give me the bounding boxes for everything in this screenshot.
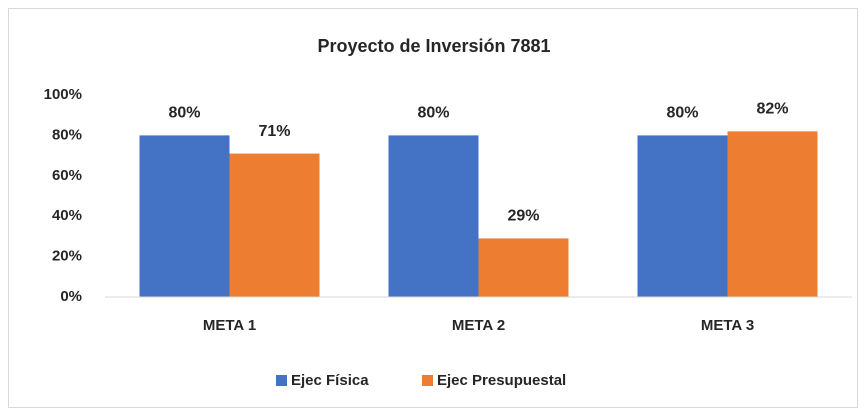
x-tick-label: META 2	[452, 317, 505, 334]
y-tick-label: 60%	[52, 167, 82, 184]
data-label: 80%	[417, 105, 449, 122]
y-tick-label: 100%	[44, 86, 82, 103]
data-label: 80%	[666, 105, 698, 122]
bar	[139, 135, 230, 297]
x-tick-label: META 1	[203, 317, 256, 334]
bar	[388, 135, 479, 297]
y-tick-label: 40%	[52, 207, 82, 224]
legend-swatch	[422, 375, 433, 386]
legend-swatch	[276, 375, 287, 386]
y-tick-label: 20%	[52, 248, 82, 265]
bar	[478, 238, 569, 297]
y-tick-label: 0%	[60, 288, 82, 305]
bar	[637, 135, 728, 297]
data-label: 29%	[507, 208, 539, 225]
bar	[727, 131, 818, 297]
data-label: 71%	[258, 123, 290, 140]
legend-label: Ejec Física	[291, 372, 369, 389]
data-label: 80%	[168, 105, 200, 122]
legend-label: Ejec Presupuestal	[437, 372, 566, 389]
data-label: 82%	[756, 101, 788, 118]
chart-title: Proyecto de Inversión 7881	[317, 36, 550, 56]
bar	[229, 153, 320, 297]
x-tick-label: META 3	[701, 317, 754, 334]
y-tick-label: 80%	[52, 126, 82, 143]
